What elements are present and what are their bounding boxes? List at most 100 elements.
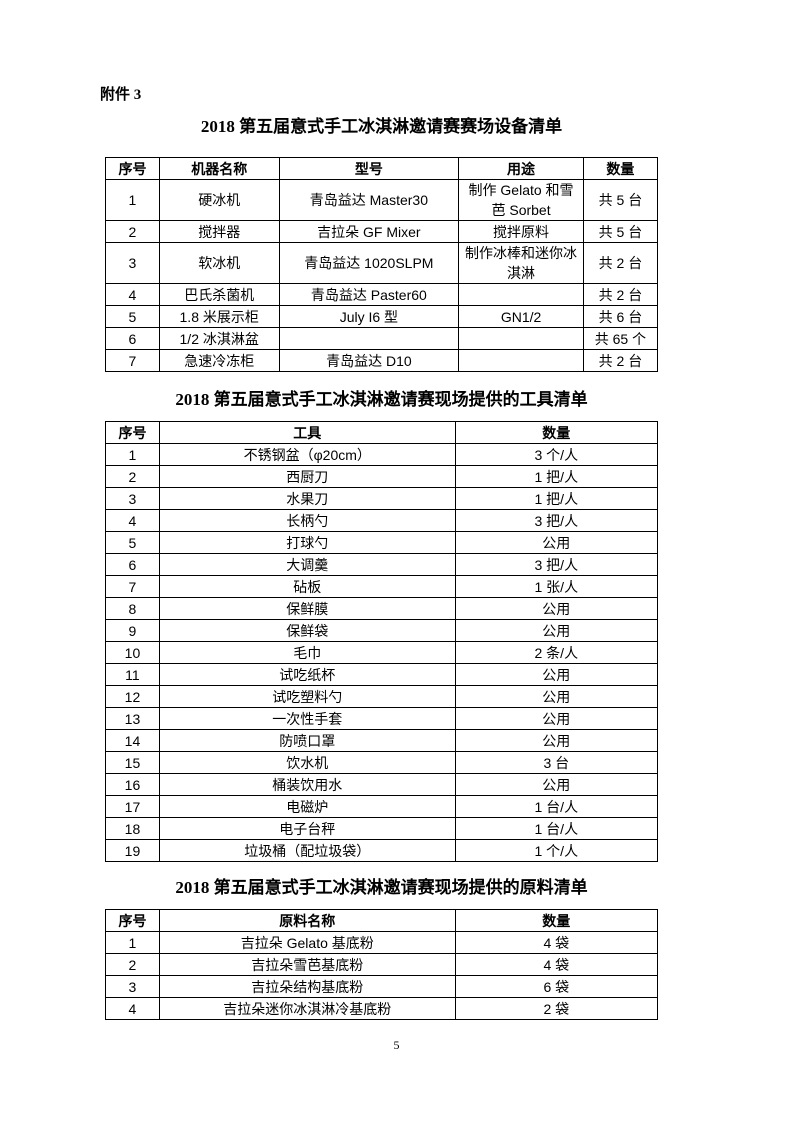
- table-cell: 1: [105, 179, 160, 221]
- table-cell: 1.8 米展示柜: [158, 305, 280, 328]
- table-cell: 13: [105, 707, 160, 730]
- table-row: 10 毛巾 2 条/人: [105, 641, 659, 664]
- table-cell: 不锈钢盆（φ20cm）: [158, 443, 456, 466]
- table-cell: 1 个/人: [454, 839, 659, 862]
- table-cell: 共 5 台: [582, 220, 659, 243]
- column-header: 序号: [105, 909, 160, 932]
- header-row: 序号 工具 数量: [105, 421, 659, 444]
- table-cell: 7: [105, 575, 160, 598]
- table-row: 6 大调羹 3 把/人: [105, 553, 659, 576]
- column-header: 数量: [454, 909, 659, 932]
- table-cell: 1 台/人: [454, 817, 659, 840]
- table-cell: 14: [105, 729, 160, 752]
- table-cell: [458, 327, 584, 350]
- header-row: 序号 原料名称 数量: [105, 909, 659, 932]
- table-row: 1 硬冰机 青岛益达 Master30 制作 Gelato 和雪芭 Sorbet 共 5…: [105, 179, 659, 221]
- table-cell: 吉拉朵迷你冰淇淋冷基底粉: [158, 997, 456, 1020]
- table-row: 4 长柄勺 3 把/人: [105, 509, 659, 532]
- table-cell: 2 条/人: [454, 641, 659, 664]
- table-row: 12 试吃塑料勺 公用: [105, 685, 659, 708]
- table-row: 2 西厨刀 1 把/人: [105, 465, 659, 488]
- table-cell: 试吃塑料勺: [158, 685, 456, 708]
- table-cell: 防喷口罩: [158, 729, 456, 752]
- table-cell: 2 袋: [454, 997, 659, 1020]
- table-cell: 电磁炉: [158, 795, 456, 818]
- table-cell: 12: [105, 685, 160, 708]
- table-row: 1 不锈钢盆（φ20cm） 3 个/人: [105, 443, 659, 466]
- table-cell: 公用: [454, 729, 659, 752]
- table-cell: 3 个/人: [454, 443, 659, 466]
- table-cell: 桶装饮用水: [158, 773, 456, 796]
- table-cell: 电子台秤: [158, 817, 456, 840]
- table-row: 2 吉拉朵雪芭基底粉 4 袋: [105, 953, 659, 976]
- table-cell: 青岛益达 D10: [278, 349, 460, 372]
- table-row: 6 1/2 冰淇淋盆 共 65 个: [105, 327, 659, 350]
- table-cell: 垃圾桶（配垃圾袋）: [158, 839, 456, 862]
- column-header: 数量: [454, 421, 659, 444]
- table-cell: 吉拉朵 GF Mixer: [278, 220, 460, 243]
- table-cell: 砧板: [158, 575, 456, 598]
- column-header: 原料名称: [158, 909, 456, 932]
- table-row: 13 一次性手套 公用: [105, 707, 659, 730]
- table-row: 11 试吃纸杯 公用: [105, 663, 659, 686]
- table-row: 7 急速冷冻柜 青岛益达 D10 共 2 台: [105, 349, 659, 372]
- table-cell: 1 张/人: [454, 575, 659, 598]
- table-cell: 4: [105, 997, 160, 1020]
- page-number: 5: [393, 1038, 400, 1052]
- table-cell: 1: [105, 443, 160, 466]
- table-cell: 6: [105, 327, 160, 350]
- table-cell: 保鲜膜: [158, 597, 456, 620]
- table-row: 8 保鲜膜 公用: [105, 597, 659, 620]
- table-cell: 1 把/人: [454, 487, 659, 510]
- table-cell: 巴氏杀菌机: [158, 283, 280, 306]
- table-cell: 3: [105, 242, 160, 284]
- table-cell: 1 把/人: [454, 465, 659, 488]
- table-cell: 2: [105, 220, 160, 243]
- table-cell: 公用: [454, 663, 659, 686]
- table-cell: 8: [105, 597, 160, 620]
- table-cell: 3 台: [454, 751, 659, 774]
- table-cell: 大调羹: [158, 553, 456, 576]
- table-cell: 制作 Gelato 和雪芭 Sorbet: [458, 179, 584, 221]
- table-cell: 1 台/人: [454, 795, 659, 818]
- table-row: 4 巴氏杀菌机 青岛益达 Paster60 共 2 台: [105, 283, 659, 306]
- table-row: 5 打球勺 公用: [105, 531, 659, 554]
- table-row: 4 吉拉朵迷你冰淇淋冷基底粉 2 袋: [105, 997, 659, 1020]
- table-row: 17 电磁炉 1 台/人: [105, 795, 659, 818]
- table-cell: 10: [105, 641, 160, 664]
- table-cell: 4 袋: [454, 953, 659, 976]
- column-header: 用途: [458, 157, 584, 180]
- table-cell: 制作冰棒和迷你冰淇淋: [458, 242, 584, 284]
- table-cell: 9: [105, 619, 160, 642]
- table-cell: 公用: [454, 597, 659, 620]
- table-row: 3 软冰机 青岛益达 1020SLPM 制作冰棒和迷你冰淇淋共 2 台: [105, 242, 659, 284]
- table-cell: 青岛益达 Master30: [278, 179, 460, 221]
- table-cell: 6 袋: [454, 975, 659, 998]
- table-cell: 共 65 个: [582, 327, 659, 350]
- table-cell: 3 把/人: [454, 509, 659, 532]
- column-header: 序号: [105, 421, 160, 444]
- table-cell: 17: [105, 795, 160, 818]
- table-cell: [278, 327, 460, 350]
- table-cell: 搅拌器: [158, 220, 280, 243]
- table-cell: 硬冰机: [158, 179, 280, 221]
- table-row: 9 保鲜袋 公用: [105, 619, 659, 642]
- table-cell: 公用: [454, 707, 659, 730]
- table-cell: 7: [105, 349, 160, 372]
- table-cell: 一次性手套: [158, 707, 456, 730]
- materials-list-title: 2018 第五届意式手工冰淇淋邀请赛现场提供的原料清单: [175, 878, 588, 897]
- table-cell: 水果刀: [158, 487, 456, 510]
- tools-list-title: 2018 第五届意式手工冰淇淋邀请赛现场提供的工具清单: [175, 390, 588, 409]
- table-row: 5 1.8 米展示柜 July I6 型 GN1/2 共 6 台: [105, 305, 659, 328]
- table-cell: 19: [105, 839, 160, 862]
- table-cell: 共 2 台: [582, 283, 659, 306]
- table-cell: 11: [105, 663, 160, 686]
- table-cell: 1/2 冰淇淋盆: [158, 327, 280, 350]
- table-cell: 青岛益达 1020SLPM: [278, 242, 460, 284]
- table-cell: 吉拉朵雪芭基底粉: [158, 953, 456, 976]
- table-cell: 5: [105, 305, 160, 328]
- table-cell: 4: [105, 283, 160, 306]
- table-cell: GN1/2: [458, 305, 584, 328]
